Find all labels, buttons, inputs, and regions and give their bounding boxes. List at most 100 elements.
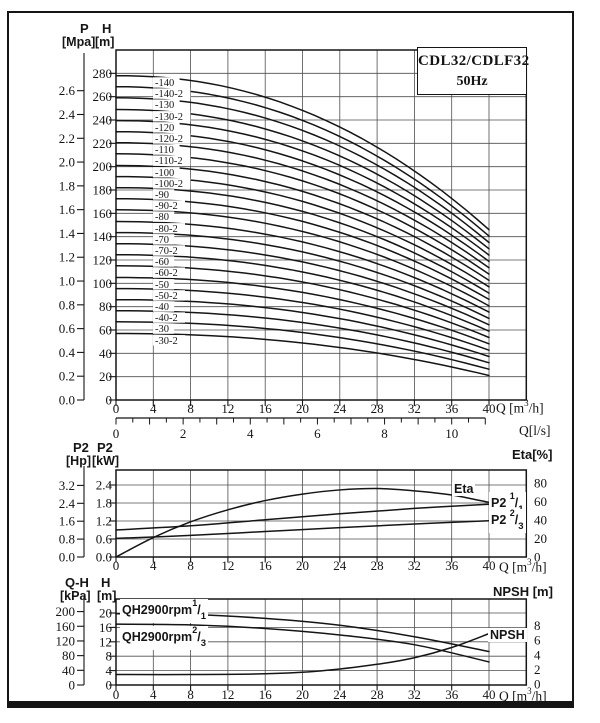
svg-text:120: 120	[93, 253, 113, 268]
svg-text:-130-2: -130-2	[155, 112, 183, 123]
svg-text:1.2: 1.2	[59, 250, 75, 265]
svg-text:4: 4	[247, 426, 254, 441]
svg-text:8: 8	[187, 687, 194, 702]
svg-text:28: 28	[371, 401, 384, 416]
svg-text:16: 16	[99, 620, 113, 635]
svg-text:0.4: 0.4	[59, 345, 76, 360]
svg-text:-50-2: -50-2	[155, 291, 178, 302]
svg-text:8: 8	[106, 649, 113, 664]
svg-text:0: 0	[113, 401, 120, 416]
svg-text:220: 220	[93, 136, 113, 151]
bottom-x-axis-unit: Q [m3/h]	[499, 686, 547, 704]
svg-text:120: 120	[56, 633, 76, 648]
p-axis-unit: [Mpa]	[62, 35, 96, 49]
svg-text:-70-2: -70-2	[155, 246, 178, 257]
svg-text:24: 24	[333, 401, 347, 416]
svg-text:2: 2	[180, 426, 187, 441]
svg-text:-50: -50	[155, 280, 169, 291]
svg-text:16: 16	[259, 558, 273, 573]
svg-text:16: 16	[259, 401, 273, 416]
svg-text:140: 140	[93, 229, 113, 244]
svg-text:280: 280	[93, 66, 113, 81]
svg-text:12: 12	[221, 687, 234, 702]
eta-curve-label: Eta	[452, 482, 476, 496]
frequency-label: 50Hz	[456, 74, 488, 89]
svg-text:4: 4	[106, 663, 113, 678]
svg-text:-110-2: -110-2	[155, 156, 183, 167]
svg-text:0.6: 0.6	[59, 321, 76, 336]
svg-text:0.8: 0.8	[59, 532, 75, 547]
svg-text:20: 20	[296, 401, 309, 416]
ls-axis-unit: Q[l/s]	[519, 423, 551, 438]
svg-text:2: 2	[534, 662, 541, 677]
h-axis-name: H	[102, 21, 112, 36]
svg-text:1.2: 1.2	[96, 514, 112, 529]
svg-text:-40: -40	[155, 302, 169, 313]
hp-axis-unit: [Hp]	[66, 454, 91, 468]
svg-text:24: 24	[333, 687, 347, 702]
svg-text:-120: -120	[155, 123, 174, 134]
svg-text:-60: -60	[155, 257, 169, 268]
svg-text:20: 20	[99, 606, 112, 621]
svg-text:40: 40	[483, 401, 496, 416]
npsh-axis-header: NPSH [m]	[493, 584, 553, 599]
svg-text:10: 10	[445, 426, 458, 441]
svg-text:1.0: 1.0	[59, 274, 75, 289]
svg-text:-90-2: -90-2	[155, 201, 178, 212]
svg-text:0: 0	[106, 393, 113, 408]
svg-text:2.6: 2.6	[59, 83, 76, 98]
svg-text:1.8: 1.8	[96, 496, 112, 511]
svg-text:8: 8	[381, 426, 388, 441]
svg-text:-70: -70	[155, 235, 169, 246]
svg-text:8: 8	[187, 558, 194, 573]
svg-text:4: 4	[150, 401, 157, 416]
svg-text:0.0: 0.0	[59, 550, 75, 565]
svg-text:32: 32	[408, 558, 421, 573]
svg-text:80: 80	[534, 476, 547, 491]
svg-text:-80-2: -80-2	[155, 224, 178, 235]
svg-text:4: 4	[150, 558, 157, 573]
svg-text:0.6: 0.6	[96, 532, 113, 547]
svg-text:0.8: 0.8	[59, 297, 75, 312]
svg-text:100: 100	[93, 276, 113, 291]
svg-text:160: 160	[56, 619, 76, 634]
svg-text:2.2: 2.2	[59, 131, 75, 146]
title-box: CDL32/CDLF32 50Hz	[417, 47, 530, 95]
svg-text:160: 160	[93, 206, 113, 221]
svg-text:2.0: 2.0	[59, 155, 75, 170]
svg-text:0.0: 0.0	[59, 393, 75, 408]
top-x-axis-unit: Q [m3/h]	[496, 398, 544, 416]
svg-text:20: 20	[534, 531, 547, 546]
svg-text:-110: -110	[155, 145, 174, 156]
page-frame	[7, 11, 574, 708]
svg-text:0: 0	[534, 550, 541, 565]
svg-text:40: 40	[483, 687, 496, 702]
bottom-left-axis-header: Q-H H [kPa] [m]	[60, 575, 120, 605]
svg-text:1.4: 1.4	[59, 226, 76, 241]
svg-text:20: 20	[296, 558, 309, 573]
svg-text:-140-2: -140-2	[155, 89, 183, 100]
svg-text:-100: -100	[155, 168, 174, 179]
svg-text:12: 12	[221, 401, 234, 416]
qh-full-speed-label: QH2900rpm1/1	[120, 598, 208, 623]
kpa-axis-name: Q-H	[65, 575, 89, 590]
svg-text:80: 80	[99, 299, 112, 314]
svg-text:-130: -130	[155, 100, 174, 111]
svg-text:0.0: 0.0	[96, 550, 112, 565]
svg-text:1.8: 1.8	[59, 178, 75, 193]
svg-text:1.6: 1.6	[59, 514, 76, 529]
svg-text:0: 0	[106, 678, 113, 693]
svg-text:-60-2: -60-2	[155, 268, 178, 279]
svg-text:40: 40	[534, 513, 547, 528]
svg-text:-120-2: -120-2	[155, 134, 183, 145]
svg-text:-100-2: -100-2	[155, 179, 183, 190]
svg-text:-140: -140	[155, 78, 174, 89]
svg-text:28: 28	[371, 558, 384, 573]
svg-text:8: 8	[187, 401, 194, 416]
svg-text:2.4: 2.4	[59, 496, 76, 511]
pump-model-title: CDL32/CDLF32	[418, 53, 530, 69]
h-axis-unit: [m]	[95, 35, 115, 49]
svg-text:60: 60	[534, 494, 547, 509]
